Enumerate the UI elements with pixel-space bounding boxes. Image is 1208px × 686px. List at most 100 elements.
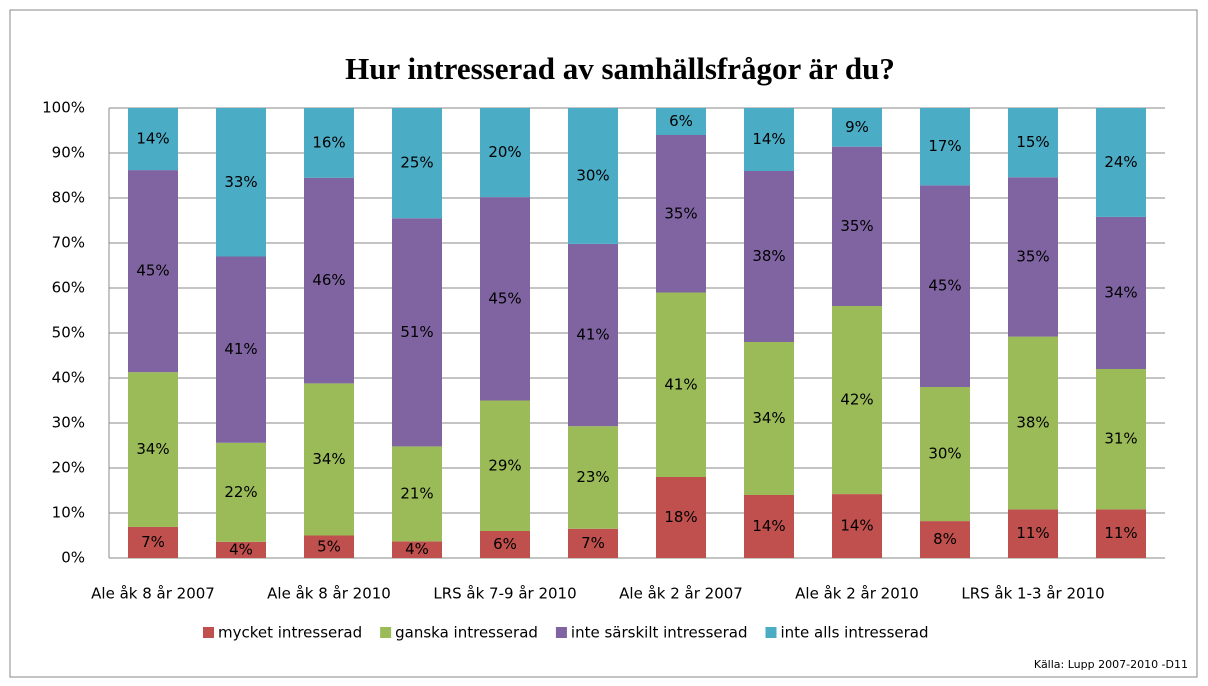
data-label: 30% [576, 166, 609, 184]
data-label: 31% [1104, 430, 1137, 448]
data-label: 14% [136, 130, 169, 148]
x-tick-label: LRS åk 1-3 år 2010 [961, 585, 1104, 603]
bar-segment [920, 108, 970, 186]
bar-segment [568, 528, 618, 558]
data-label: 7% [141, 533, 165, 551]
data-label: 34% [136, 440, 169, 458]
data-label: 9% [845, 118, 869, 136]
data-label: 16% [312, 133, 345, 151]
data-label: 14% [752, 517, 785, 535]
data-label: 30% [928, 445, 961, 463]
legend-label: mycket intresserad [218, 624, 362, 642]
y-tick-label: 20% [52, 459, 85, 477]
bar-segment [128, 372, 178, 527]
bar-segment [568, 108, 618, 244]
bar-segment [216, 541, 266, 558]
data-label: 35% [840, 217, 873, 235]
bar-segment [1008, 509, 1058, 558]
bar-segment [744, 495, 794, 558]
bar-segment [1096, 509, 1146, 558]
data-label: 34% [1104, 283, 1137, 301]
data-label: 14% [840, 517, 873, 535]
bar-segment [568, 426, 618, 529]
y-tick-label: 60% [52, 279, 85, 297]
bar-segment [832, 108, 882, 147]
y-tick-label: 50% [52, 324, 85, 342]
bar-segment [744, 171, 794, 342]
legend-label: ganska intresserad [395, 624, 538, 642]
data-label: 20% [488, 143, 521, 161]
data-label: 41% [664, 375, 697, 393]
bar-segment [392, 218, 442, 447]
data-label: 46% [312, 271, 345, 289]
bar-segment [1096, 108, 1146, 217]
bar-segment [920, 521, 970, 558]
data-label: 7% [581, 534, 605, 552]
bar-segment [480, 400, 530, 531]
data-label: 5% [317, 537, 341, 555]
bar-segment [480, 531, 530, 558]
data-label: 42% [840, 391, 873, 409]
legend-label: inte alls intresserad [781, 624, 929, 642]
bar-segment [656, 108, 706, 135]
data-label: 21% [400, 484, 433, 502]
y-tick-label: 100% [42, 99, 85, 117]
data-label: 23% [576, 468, 609, 486]
data-label: 8% [933, 530, 957, 548]
data-label: 25% [400, 154, 433, 172]
bar-segment [392, 108, 442, 219]
y-tick-label: 0% [61, 549, 85, 567]
legend-swatch [765, 627, 777, 638]
bar-segment [920, 387, 970, 522]
y-tick-label: 80% [52, 189, 85, 207]
data-label: 4% [405, 540, 429, 558]
y-tick-label: 70% [52, 234, 85, 252]
bar-segment [304, 535, 354, 558]
x-tick-label: Ale åk 8 år 2010 [267, 585, 391, 603]
bar-segment [656, 292, 706, 477]
data-label: 4% [229, 540, 253, 558]
bar-segment [216, 442, 266, 542]
data-label: 6% [493, 535, 517, 553]
bar-segment [304, 108, 354, 178]
data-label: 45% [928, 277, 961, 295]
data-label: 14% [752, 130, 785, 148]
bar-segment [744, 108, 794, 171]
bar-segment [832, 306, 882, 495]
bar-segment [1096, 369, 1146, 510]
legend-label: inte särskilt intresserad [571, 624, 748, 642]
data-label: 33% [224, 173, 257, 191]
bar-segment [128, 170, 178, 373]
data-label: 35% [664, 204, 697, 222]
bar-segment [128, 108, 178, 171]
bar-segment [480, 197, 530, 401]
bar-segment [304, 383, 354, 536]
x-tick-label: Ale åk 2 år 2010 [795, 585, 919, 603]
bar-segment [1008, 108, 1058, 178]
bar-segment [1008, 336, 1058, 510]
data-label: 38% [1016, 414, 1049, 432]
data-label: 11% [1016, 524, 1049, 542]
data-label: 35% [1016, 247, 1049, 265]
data-label: 15% [1016, 133, 1049, 151]
bar-segment [656, 477, 706, 558]
x-tick-label: LRS åk 7-9 år 2010 [433, 585, 576, 603]
data-label: 51% [400, 323, 433, 341]
data-label: 29% [488, 456, 521, 474]
data-label: 17% [928, 137, 961, 155]
data-label: 41% [576, 326, 609, 344]
x-tick-label: Ale åk 8 år 2007 [91, 585, 215, 603]
y-tick-label: 10% [52, 504, 85, 522]
bar-segment [128, 526, 178, 558]
legend-swatch [555, 627, 567, 638]
bar-segment [832, 494, 882, 558]
y-tick-label: 40% [52, 369, 85, 387]
bar-segment [304, 177, 354, 384]
bar-segment [216, 108, 266, 257]
data-label: 34% [312, 450, 345, 468]
data-label: 45% [488, 289, 521, 307]
data-label: 22% [224, 483, 257, 501]
bar-segment [1008, 177, 1058, 337]
source-note: Källa: Lupp 2007-2010 -D11 [1034, 658, 1188, 671]
data-label: 24% [1104, 153, 1137, 171]
